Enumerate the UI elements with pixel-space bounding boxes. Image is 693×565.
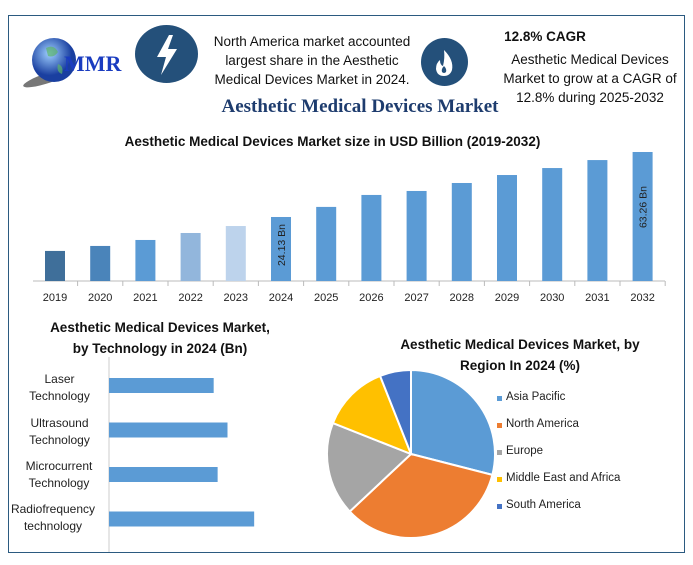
bar-2024 (271, 216, 291, 281)
slice-south-america (378, 368, 412, 455)
bar-2032 (632, 151, 653, 281)
technology-chart-title: Aesthetic Medical Devices Market, by Tec… (50, 320, 270, 356)
legend-label: Middle East and Africa (506, 472, 621, 484)
bar-2021 (135, 239, 156, 281)
slice-north-america (348, 452, 494, 539)
tech-label-radiofrequency: Radiofrequency technology (10, 502, 96, 533)
legend-north-america: North America (497, 418, 579, 430)
x-tick-label: 2019 (43, 292, 67, 304)
data-label: 24.13 Bn (276, 224, 288, 266)
bar-2019 (45, 250, 65, 281)
x-tick-label: 2020 (88, 292, 112, 304)
cagr-title: 12.8% CAGR (504, 29, 586, 44)
x-tick-label: 2023 (224, 292, 248, 304)
bar-2022 (180, 232, 201, 281)
bar-2020 (90, 245, 111, 281)
fact-cagr: Aesthetic Medical Devices Market to grow… (503, 52, 677, 105)
data-label: 63.26 Bn (638, 186, 650, 228)
x-tick-label: 2021 (133, 292, 157, 304)
legend-label: North America (506, 418, 579, 430)
region-chart-title: Aesthetic Medical Devices Market, by Reg… (400, 337, 640, 373)
bar-2025 (316, 206, 337, 281)
slice-asia-pacific (410, 368, 496, 477)
legend-label: Asia Pacific (506, 391, 566, 403)
bar-2030 (542, 168, 563, 281)
x-tick-label: 2032 (630, 292, 654, 304)
x-tick-label: 2031 (585, 292, 609, 304)
x-tick-label: 2022 (178, 292, 202, 304)
x-tick-label: 2024 (269, 292, 293, 304)
x-tick-label: 2026 (359, 292, 383, 304)
infographic-frame (8, 15, 685, 553)
x-tick-label: 2029 (495, 292, 519, 304)
x-tick-label: 2030 (540, 292, 564, 304)
bar-2027 (406, 190, 427, 281)
market-size-chart-title: Aesthetic Medical Devices Market size in… (124, 134, 541, 149)
legend-europe: Europe (497, 445, 544, 457)
bar-2023 (225, 226, 246, 281)
legend-label: Europe (506, 445, 544, 457)
legend-south-america: South America (497, 499, 581, 511)
x-tick-label: 2025 (314, 292, 338, 304)
slice-middle-east-and-africa (331, 374, 413, 456)
region-pie-chart (326, 368, 496, 539)
tech-label-laser: Laser Technology (29, 372, 90, 403)
mmr-logo: MMR (20, 26, 130, 96)
legend-middle-east-africa: Middle East and Africa (497, 472, 621, 484)
bar-2026 (361, 194, 382, 281)
bar-radiofrequency-technology (109, 511, 255, 527)
market-size-chart: 2019 2020 2021 2022 2023 2024 24.13 Bn 2025 2026… (33, 151, 666, 304)
flame-icon (421, 38, 468, 86)
x-tick-label: 2027 (404, 292, 428, 304)
bar-microcurrent-technology (109, 467, 218, 482)
logo-text: MMR (64, 51, 122, 76)
fact-north-america: North America market accounted largest s… (213, 34, 411, 87)
bar-2028 (451, 182, 472, 281)
bar-2031 (587, 160, 608, 281)
bar-laser-technology (109, 378, 214, 393)
tech-label-microcurrent: Microcurrent Technology (25, 459, 93, 490)
slice-europe (326, 421, 413, 513)
x-tick-label: 2028 (450, 292, 474, 304)
bar-ultrasound-technology (109, 422, 228, 438)
technology-chart (108, 357, 255, 552)
globe-icon (23, 38, 76, 88)
legend-asia-pacific: Asia Pacific (497, 391, 566, 403)
main-title: Aesthetic Medical Devices Market (221, 96, 499, 117)
tech-label-ultrasound: Ultrasound Technology (29, 416, 90, 447)
bar-2029 (497, 175, 517, 281)
lightning-icon (135, 25, 198, 83)
legend-label: South America (506, 499, 581, 511)
